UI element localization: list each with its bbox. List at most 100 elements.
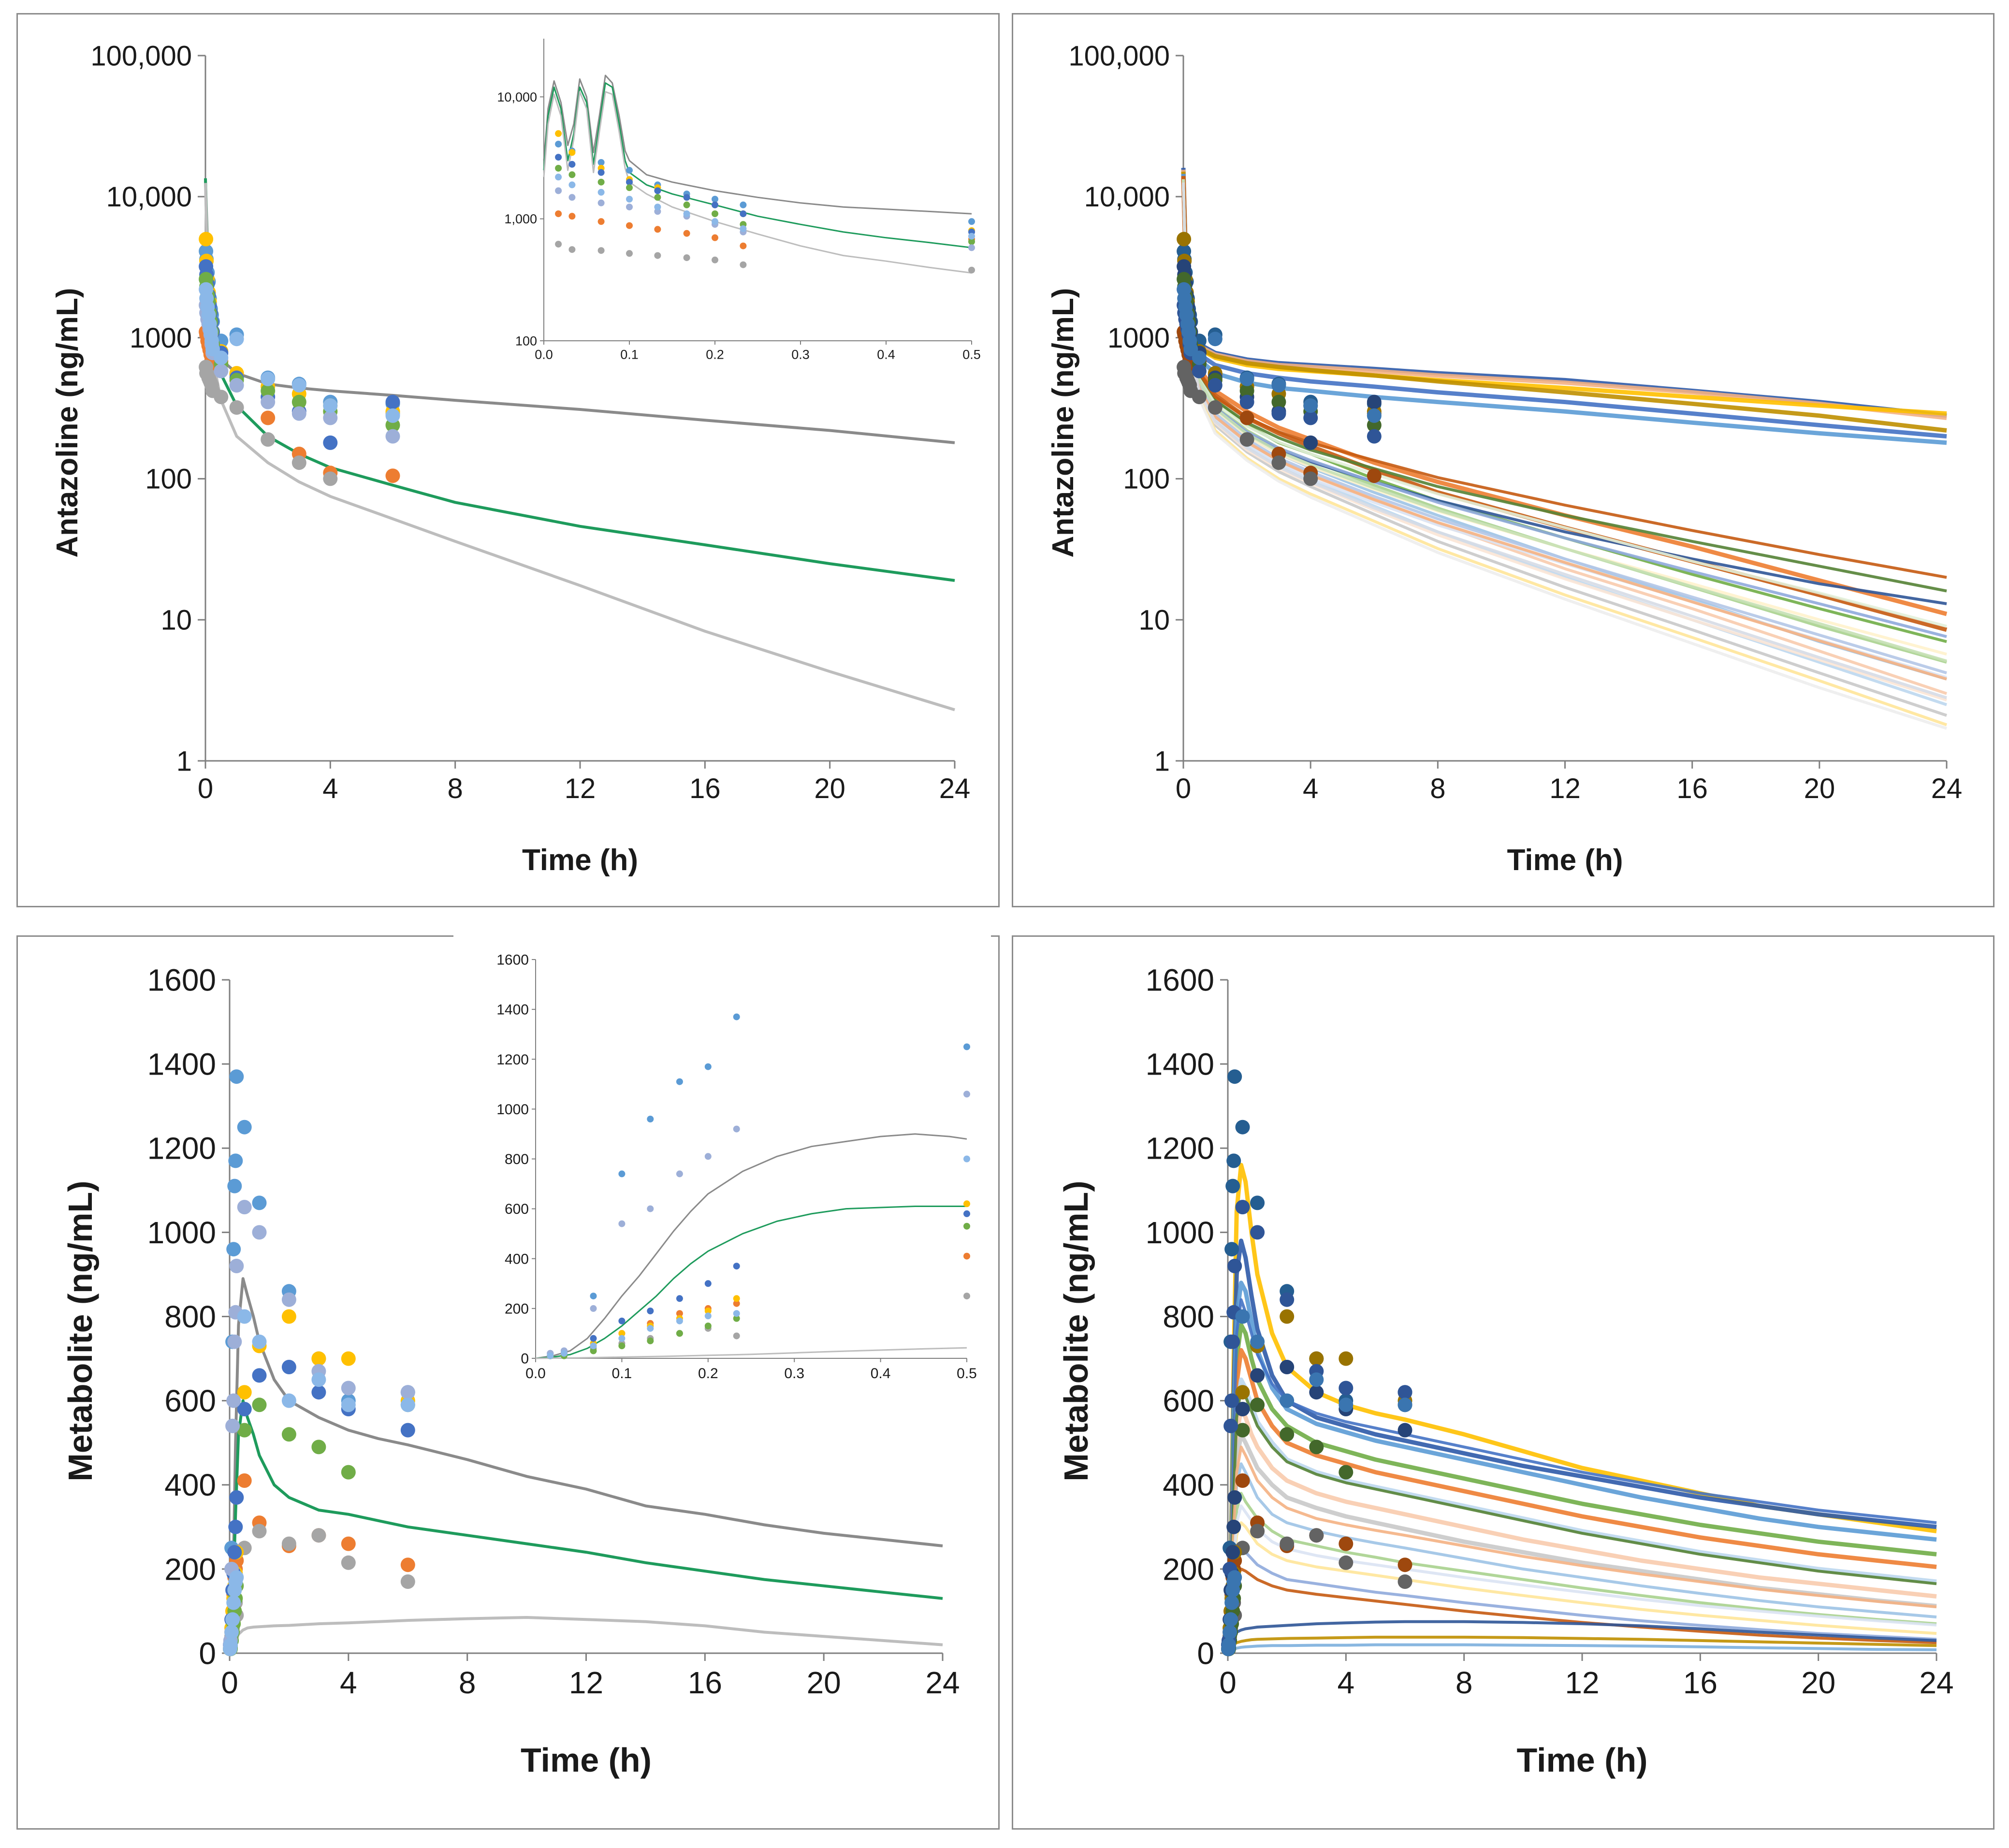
chart-metabolite_mean-inset-observed-point xyxy=(733,1315,740,1322)
chart-antazoline_mean-observed-point xyxy=(214,364,229,378)
chart-antazoline_individual-x-tick-label: 16 xyxy=(1676,773,1708,804)
chart-antazoline_mean-observed-point xyxy=(261,371,276,386)
chart-antazoline_mean-inset-observed-point xyxy=(597,169,605,176)
chart-metabolite_mean-inset-observed-point xyxy=(590,1342,597,1350)
chart-metabolite_individual-observed-point xyxy=(1398,1385,1412,1400)
chart-metabolite_individual-observed-point xyxy=(1224,1393,1239,1408)
chart-antazoline_mean-x-tick-label: 24 xyxy=(939,773,971,804)
chart-metabolite_mean-inset-y-tick-label: 1600 xyxy=(496,952,529,968)
chart-metabolite_mean-observed-point xyxy=(341,1351,356,1366)
chart-antazoline_mean-inset-x-tick-label: 0.5 xyxy=(962,348,981,362)
chart-metabolite_mean-inset-observed-point xyxy=(704,1280,712,1287)
chart-antazoline_mean-inset: 100 1,000 10,000 0.0 0.1 0.2 0.3 0.4 0.5 xyxy=(462,15,996,375)
chart-metabolite_mean-inset-observed-point xyxy=(963,1210,970,1217)
chart-antazoline_individual-x-tick-label: 24 xyxy=(1931,773,1963,804)
chart-antazoline_mean-observed-point xyxy=(291,406,306,421)
chart-metabolite_mean-observed-point xyxy=(281,1393,296,1408)
chart-metabolite_mean-inset-observed-point xyxy=(647,1337,654,1344)
chart-metabolite_mean-inset-observed-point xyxy=(618,1342,626,1350)
chart-antazoline_mean-inset-observed-point xyxy=(568,160,576,168)
chart-antazoline_mean-x-tick-label: 4 xyxy=(322,773,338,804)
chart-metabolite_mean-observed-point xyxy=(227,1545,242,1560)
chart-antazoline_mean-inset-y-tick-label: 10,000 xyxy=(497,90,537,104)
chart-metabolite_mean-observed-point xyxy=(400,1557,415,1572)
chart-antazoline_mean-observed-point xyxy=(385,394,400,409)
chart-metabolite_mean-inset-observed-point xyxy=(963,1155,970,1163)
chart-metabolite_individual-observed-point xyxy=(1398,1397,1412,1412)
chart-metabolite_individual-observed-point xyxy=(1339,1351,1354,1366)
chart-antazoline_mean-inset-y-tick-label: 100 xyxy=(515,334,537,348)
chart-metabolite_individual-observed-point xyxy=(1235,1473,1250,1488)
chart-antazoline_mean-observed-point xyxy=(385,468,400,483)
chart-antazoline_individual-observed-point xyxy=(1239,410,1254,425)
chart-metabolite_mean-observed-point xyxy=(226,1595,241,1610)
chart-antazoline_mean-y-tick-label: 10,000 xyxy=(106,181,192,213)
chart-metabolite_individual-observed-point xyxy=(1224,1242,1239,1257)
chart-antazoline_mean-observed-point xyxy=(261,394,276,409)
chart-metabolite_mean-inset-observed-point xyxy=(963,1043,970,1050)
chart-metabolite_mean-inset-observed-point xyxy=(647,1308,654,1314)
chart-metabolite_individual-observed-point xyxy=(1223,1612,1238,1627)
chart-antazoline_individual-y-tick-label: 100,000 xyxy=(1068,40,1170,72)
chart-antazoline_mean-inset-observed-point xyxy=(568,171,576,178)
chart-metabolite_mean-inset-y-tick-label: 1200 xyxy=(496,1052,529,1068)
chart-antazoline_mean-observed-point xyxy=(229,378,244,393)
chart-metabolite_mean-y-tick-label: 1000 xyxy=(147,1215,216,1250)
chart-metabolite_individual-observed-point xyxy=(1225,1334,1240,1349)
chart-antazoline_mean-inset-observed-point xyxy=(555,130,562,137)
chart-metabolite_mean-inset-observed-point xyxy=(676,1295,683,1302)
chart-metabolite_mean-observed-point xyxy=(229,1259,244,1273)
chart-metabolite_individual-y-tick-label: 200 xyxy=(1163,1552,1214,1586)
chart-antazoline_mean-observed-point xyxy=(261,410,276,425)
chart-antazoline_mean-inset-observed-point xyxy=(740,201,747,208)
chart-antazoline_mean-inset-observed-point xyxy=(712,201,718,208)
chart-metabolite_mean-inset-observed-point xyxy=(618,1335,626,1342)
chart-antazoline_mean-inset-observed-point xyxy=(683,201,690,208)
chart-antazoline_individual-observed-point xyxy=(1367,429,1382,444)
chart-metabolite_individual-observed-point xyxy=(1223,1418,1238,1433)
chart-antazoline_individual-individual-curve xyxy=(1182,181,1947,681)
chart-metabolite_mean-inset-observed-point xyxy=(733,1300,740,1307)
chart-metabolite_individual-observed-point xyxy=(1339,1536,1354,1551)
chart-metabolite_mean-inset-x-tick-label: 0.3 xyxy=(784,1366,804,1382)
chart-antazoline_mean-inset-observed-point xyxy=(712,196,718,203)
chart-antazoline_mean-observed-point xyxy=(291,455,306,470)
chart-antazoline_mean-observed-point xyxy=(229,400,244,415)
chart-metabolite_mean-inset-observed-point xyxy=(704,1153,712,1160)
chart-metabolite_mean-observed-point xyxy=(311,1440,326,1455)
chart-metabolite_mean-observed-point xyxy=(341,1536,356,1551)
chart-antazoline_mean-observed-point xyxy=(323,471,338,486)
chart-antazoline_mean-inset-observed-point xyxy=(568,181,576,189)
chart-metabolite_individual-observed-point xyxy=(1280,1393,1295,1408)
chart-antazoline_individual-x-axis-title: Time (h) xyxy=(1507,844,1623,877)
chart-metabolite_mean-y-tick-label: 800 xyxy=(164,1299,216,1334)
chart-antazoline_mean-observed-point xyxy=(261,432,276,447)
chart-antazoline_individual-individual-curves xyxy=(1181,168,1948,730)
chart-antazoline_mean-inset-observed-point xyxy=(683,194,690,201)
chart-metabolite_individual-observed-point xyxy=(1225,1179,1240,1193)
chart-antazoline_mean-inset-x-tick-label: 0.2 xyxy=(706,348,724,362)
chart-metabolite_mean-inset-observed-point xyxy=(618,1330,626,1337)
chart-antazoline_individual-y-axis-title: Antazoline (ng/mL) xyxy=(1047,288,1080,558)
chart-antazoline_individual-observed-point xyxy=(1367,408,1382,423)
chart-metabolite_mean-x-tick-label: 8 xyxy=(459,1665,476,1700)
chart-antazoline_mean-inset-observed-point xyxy=(597,218,605,225)
chart-metabolite_mean-y-tick-label: 0 xyxy=(199,1636,216,1671)
chart-metabolite_mean-y-tick-label: 600 xyxy=(164,1383,216,1418)
chart-antazoline_mean-x-tick-label: 16 xyxy=(689,773,721,804)
chart-metabolite_mean-observed-point xyxy=(400,1574,415,1589)
chart-antazoline_mean-observed-point xyxy=(323,435,338,450)
chart-antazoline_individual-individual-curve xyxy=(1182,180,1947,681)
chart-metabolite_mean-inset-y-tick-label: 1400 xyxy=(496,1002,529,1018)
chart-metabolite_individual-observed-point xyxy=(1235,1423,1250,1438)
chart-metabolite_individual-observed-point xyxy=(1235,1309,1250,1324)
chart-metabolite_individual-individual-curve xyxy=(1225,1432,1937,1654)
chart-metabolite_mean-inset-line xyxy=(535,1206,967,1359)
chart-metabolite_mean-inset-observed-point xyxy=(676,1170,683,1178)
chart-metabolite_mean-inset-observed-point xyxy=(963,1252,970,1260)
chart-antazoline_mean-inset-x-tick-label: 0.0 xyxy=(535,348,553,362)
chart-metabolite_mean-observed-point xyxy=(229,1490,244,1505)
chart-antazoline_mean-inset-observed-point xyxy=(654,187,661,194)
chart-antazoline_mean-inset-line xyxy=(543,74,972,215)
chart-antazoline_individual-y-tick-label: 10,000 xyxy=(1084,181,1170,213)
